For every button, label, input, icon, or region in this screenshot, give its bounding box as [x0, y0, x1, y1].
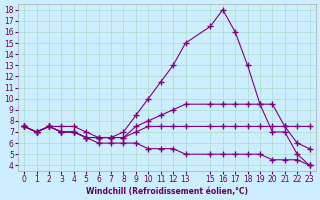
- X-axis label: Windchill (Refroidissement éolien,°C): Windchill (Refroidissement éolien,°C): [86, 187, 248, 196]
